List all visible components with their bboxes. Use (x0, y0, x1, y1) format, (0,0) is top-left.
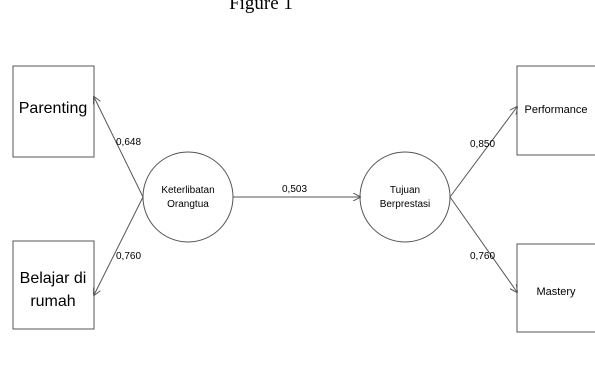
performance-label: Performance (525, 104, 588, 116)
belajar-label-line1: Belajar di (20, 270, 87, 287)
parenting-label: Parenting (19, 100, 88, 117)
tujuan-label-line1: Tujuan (390, 185, 420, 196)
arrow-tujuan-to-mastery (449, 196, 517, 292)
mastery-label: Mastery (536, 286, 576, 298)
performance-box (516, 65, 595, 156)
belajar-label-line2: rumah (30, 293, 75, 310)
parenting-box (12, 65, 95, 158)
figure-title: Figure 1 (229, 0, 293, 14)
arrow-keterlibatan-to-belajar (94, 196, 144, 295)
coef-keterlibatan-parenting: 0,648 (116, 137, 141, 148)
keterlibatan-circle (142, 151, 234, 243)
belajar-box (12, 240, 95, 330)
arrow-tujuan-to-performance (449, 107, 517, 198)
keterlibatan-label-line2: Orangtua (167, 199, 209, 210)
coef-tujuan-mastery: 0,760 (470, 251, 495, 262)
tujuan-label-line2: Berprestasi (380, 199, 431, 210)
keterlibatan-label-line1: Keterlibatan (161, 185, 214, 196)
coef-keterlibatan-tujuan: 0,503 (282, 184, 307, 195)
tujuan-circle (359, 151, 451, 243)
coef-keterlibatan-belajar: 0,760 (116, 251, 141, 262)
coef-tujuan-performance: 0,850 (470, 139, 495, 150)
mastery-box (516, 243, 595, 333)
arrow-keterlibatan-to-parenting (94, 97, 144, 198)
